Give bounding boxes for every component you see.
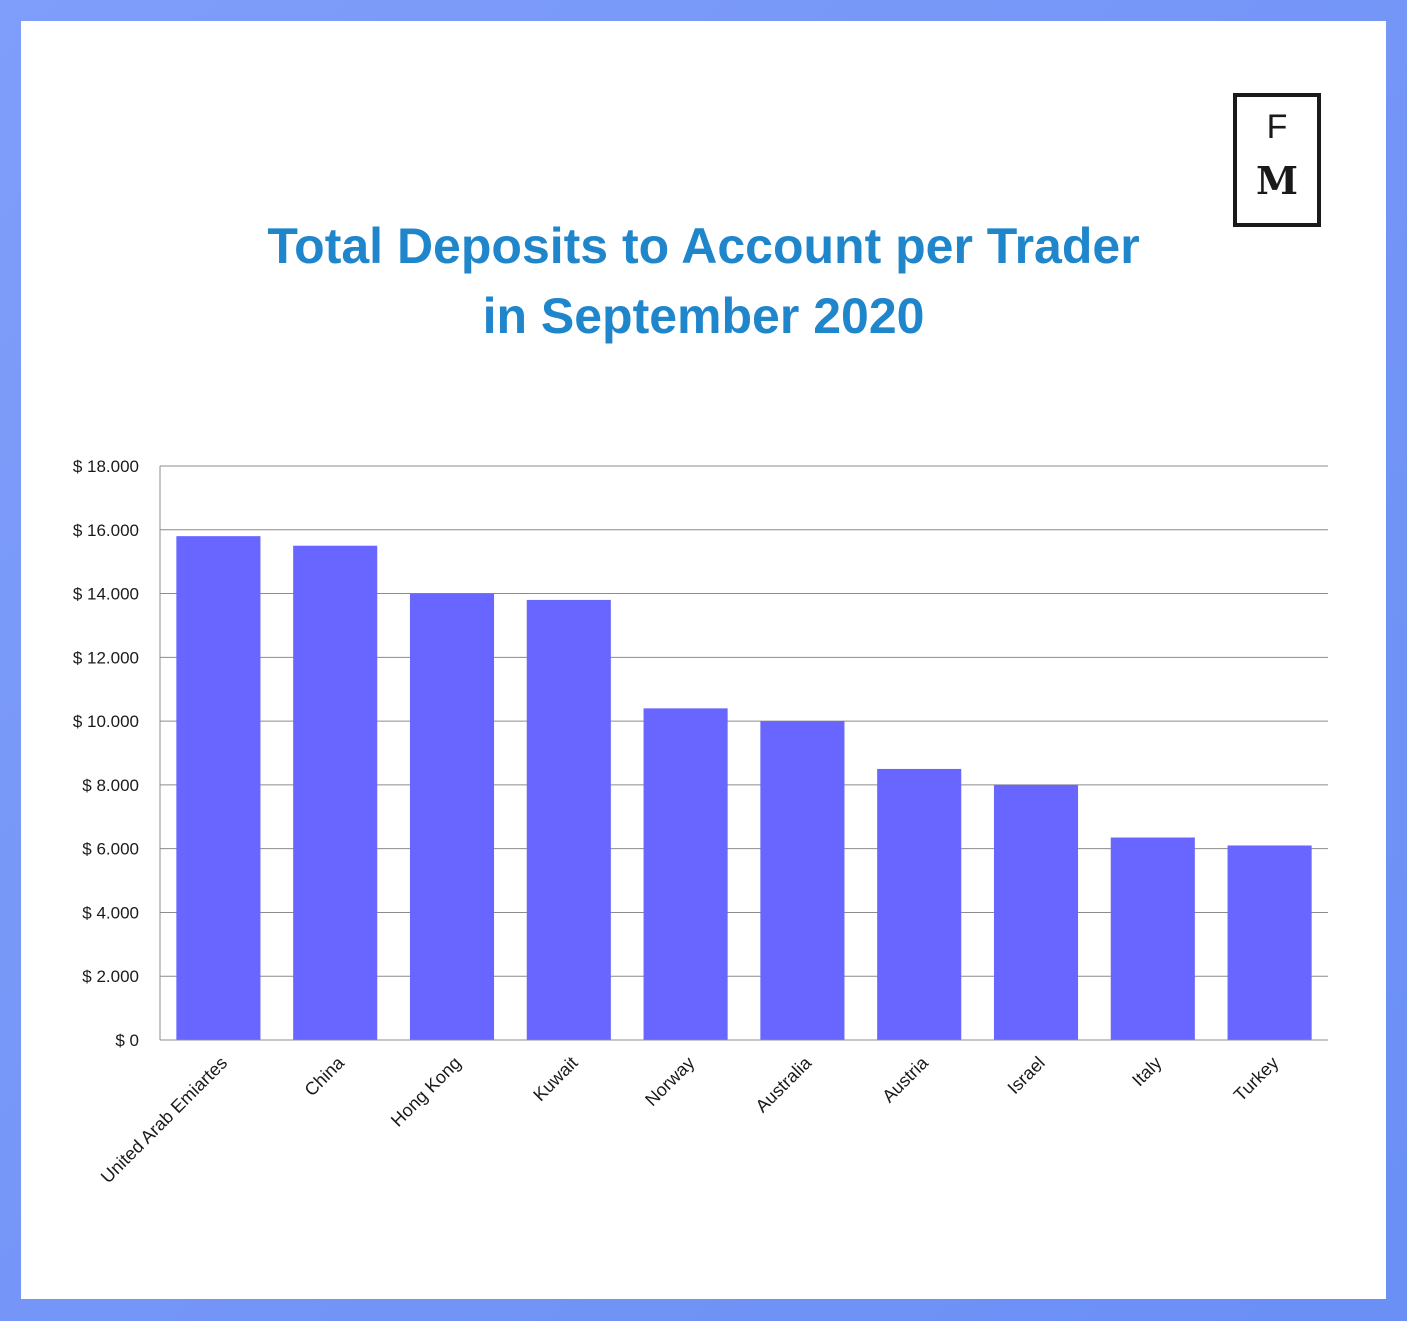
x-tick-label: Australia <box>752 1052 816 1116</box>
logo-letter-f: F <box>1266 108 1288 146</box>
bar <box>993 784 1079 1040</box>
x-tick-label: Kuwait <box>529 1053 581 1105</box>
x-tick-label: Turkey <box>1230 1053 1283 1106</box>
bar <box>1227 845 1312 1040</box>
y-tick-label: $ 2.000 <box>82 967 139 986</box>
bar <box>1110 837 1195 1040</box>
x-tick-label: Hong Kong <box>387 1053 465 1131</box>
y-tick-label: $ 10.000 <box>73 712 139 731</box>
chart-title-line-2: in September 2020 <box>482 288 925 344</box>
bar <box>877 768 962 1040</box>
y-tick-label: $ 4.000 <box>82 903 139 922</box>
y-tick-label: $ 16.000 <box>73 521 139 540</box>
bar-chart: $ 0 $ 2.000 $ 4.000 $ 6.000 $ 8.000 $ 10.000 $… <box>73 457 1328 1187</box>
x-tick-label: Austria <box>878 1052 932 1106</box>
y-tick-label: $ 14.000 <box>73 585 139 604</box>
bar <box>526 599 611 1040</box>
bar <box>293 545 378 1040</box>
y-tick-label: $ 12.000 <box>73 648 139 667</box>
bar <box>643 708 728 1040</box>
x-tick-label: Israel <box>1004 1053 1049 1098</box>
y-tick-label: $ 8.000 <box>82 776 139 795</box>
y-tick-label: $ 18.000 <box>73 457 139 476</box>
x-tick-label: Norway <box>641 1053 698 1110</box>
x-tick-label: United Arab Emiartes <box>97 1053 231 1187</box>
logo-letter-m: M <box>1255 158 1299 203</box>
x-tick-label: Italy <box>1128 1053 1165 1090</box>
bar <box>409 593 495 1040</box>
y-tick-label: $ 6.000 <box>82 840 139 859</box>
bar <box>760 721 845 1040</box>
chart-card: F M Total Deposits to Account per Trader… <box>21 21 1386 1299</box>
y-tick-label: $ 0 <box>115 1031 139 1050</box>
x-tick-label: China <box>301 1052 349 1100</box>
chart-title-line-1: Total Deposits to Account per Trader <box>267 218 1140 274</box>
fm-logo: F M <box>1233 93 1321 227</box>
bar <box>176 536 261 1040</box>
